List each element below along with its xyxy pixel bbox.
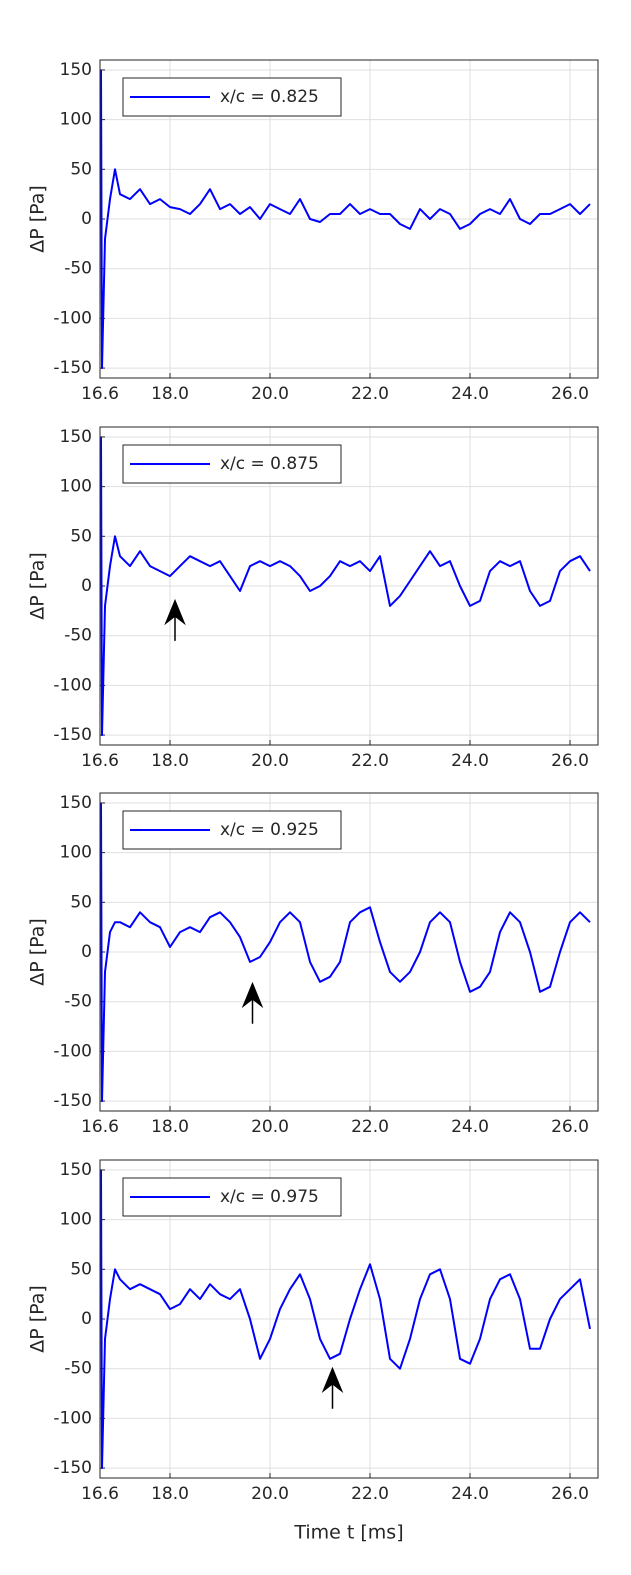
y-tick-label: 50 — [70, 159, 92, 179]
x-tick-label: 18.0 — [151, 384, 189, 404]
x-tick-label: 16.6 — [81, 751, 119, 771]
y-tick-label: 0 — [81, 942, 92, 962]
data-line — [100, 436, 591, 737]
x-tick-label: 26.0 — [551, 1484, 589, 1504]
y-tick-label: 50 — [70, 526, 92, 546]
arrow — [164, 598, 186, 641]
axes-box — [99, 59, 599, 379]
plot-clip — [100, 69, 591, 370]
x-tick-label: 18.0 — [151, 751, 189, 771]
y-tick-label: -100 — [53, 308, 92, 328]
legend-label: x/c = 0.825 — [220, 87, 319, 107]
y-tick-label: 100 — [60, 1210, 92, 1230]
x-tick-label: 22.0 — [351, 1484, 389, 1504]
x-tick-label: 18.0 — [151, 1484, 189, 1504]
y-tick-label: -50 — [64, 259, 92, 279]
axes-box — [99, 426, 599, 746]
x-tick-label: 20.0 — [251, 1117, 289, 1137]
y-tick-label: -100 — [53, 1408, 92, 1428]
y-tick-label: -150 — [53, 358, 92, 378]
y-tick-label: 100 — [60, 843, 92, 863]
legend-label: x/c = 0.975 — [220, 1187, 319, 1207]
x-tick-label: 16.6 — [81, 1484, 119, 1504]
plot-clip — [100, 436, 591, 737]
y-axis-label: ΔP [Pa] — [27, 552, 49, 620]
axes-box — [99, 792, 599, 1112]
y-tick-label: -100 — [53, 675, 92, 695]
y-tick-label: 0 — [81, 1309, 92, 1329]
x-tick-label: 24.0 — [451, 384, 489, 404]
x-tick-label: 26.0 — [551, 384, 589, 404]
y-tick-label: 50 — [70, 892, 92, 912]
x-tick-label: 26.0 — [551, 751, 589, 771]
plot-clip — [100, 802, 591, 1103]
data-line — [100, 69, 591, 370]
y-tick-label: 150 — [60, 1160, 92, 1180]
x-tick-label: 20.0 — [251, 384, 289, 404]
legend-label: x/c = 0.925 — [220, 820, 319, 840]
legend-label: x/c = 0.875 — [220, 454, 319, 474]
y-tick-label: 150 — [60, 793, 92, 813]
y-tick-label: -50 — [64, 1359, 92, 1379]
plot-clip — [100, 1169, 591, 1470]
data-line — [100, 1169, 591, 1470]
y-axis-label: ΔP [Pa] — [27, 185, 49, 253]
x-tick-label: 16.6 — [81, 1117, 119, 1137]
x-tick-label: 22.0 — [351, 1117, 389, 1137]
x-tick-label: 16.6 — [81, 384, 119, 404]
arrow — [241, 981, 264, 1024]
y-tick-label: 0 — [81, 576, 92, 596]
x-tick-label: 20.0 — [251, 1484, 289, 1504]
y-tick-label: 150 — [60, 60, 92, 80]
arrow — [321, 1366, 344, 1409]
y-tick-label: 100 — [60, 477, 92, 497]
y-tick-label: -100 — [53, 1041, 92, 1061]
y-axis-label: ΔP [Pa] — [27, 1285, 49, 1353]
axes-box — [99, 1159, 599, 1479]
y-tick-label: 100 — [60, 110, 92, 130]
x-tick-label: 22.0 — [351, 751, 389, 771]
x-tick-label: 20.0 — [251, 751, 289, 771]
data-line — [100, 802, 591, 1103]
y-tick-label: -50 — [64, 992, 92, 1012]
y-tick-label: 150 — [60, 427, 92, 447]
x-tick-label: 24.0 — [451, 1484, 489, 1504]
x-tick-label: 18.0 — [151, 1117, 189, 1137]
y-axis-label: ΔP [Pa] — [27, 918, 49, 986]
y-tick-label: -150 — [53, 1091, 92, 1111]
x-tick-label: 24.0 — [451, 751, 489, 771]
y-tick-label: 50 — [70, 1259, 92, 1279]
x-tick-label: 24.0 — [451, 1117, 489, 1137]
x-tick-label: 22.0 — [351, 384, 389, 404]
y-tick-label: -150 — [53, 725, 92, 745]
y-tick-label: 0 — [81, 209, 92, 229]
y-tick-label: -150 — [53, 1458, 92, 1478]
x-tick-label: 26.0 — [551, 1117, 589, 1137]
x-axis-label: Time t [ms] — [293, 1522, 403, 1544]
y-tick-label: -50 — [64, 626, 92, 646]
